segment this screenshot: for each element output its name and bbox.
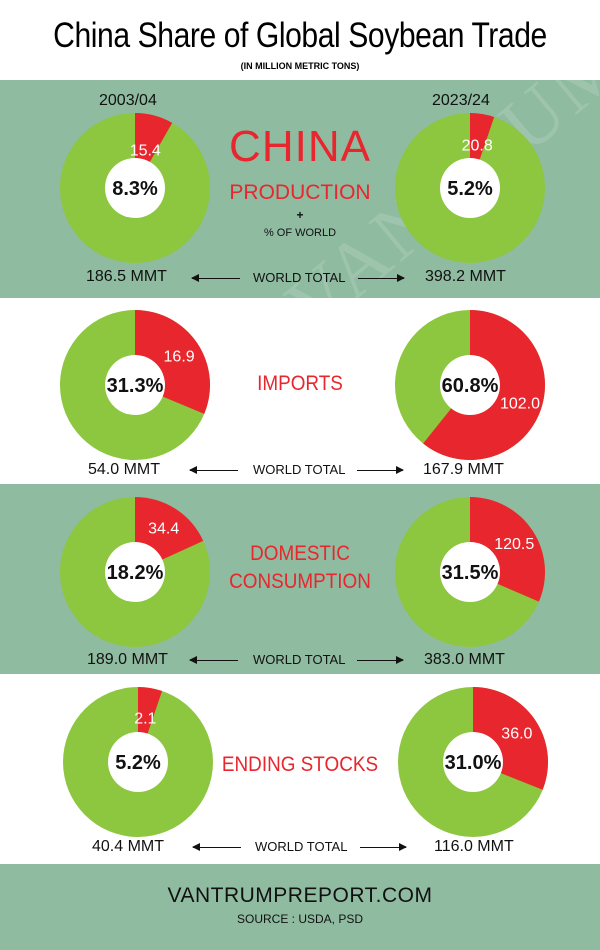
value-label-ending-stocks-2023-24: 36.0: [501, 725, 532, 742]
pie-hole-domestic-consumption-2023-24: [440, 542, 500, 602]
production-left-total: 186.5 MMT: [86, 268, 167, 285]
imports-left-total: 54.0 MMT: [88, 461, 161, 478]
share-label-imports-2023-24: 60.8%: [442, 375, 499, 397]
year-right: 2023/24: [432, 92, 490, 109]
value-label-domestic-consumption-2023-24: 120.5: [494, 536, 534, 553]
footer-website[interactable]: VANTRUMPREPORT.COM: [167, 884, 433, 907]
stocks-left-total: 40.4 MMT: [92, 838, 165, 855]
world-total-label: WORLD TOTAL: [253, 652, 346, 667]
share-label-domestic-consumption-2003-04: 18.2%: [107, 562, 164, 584]
arrow-left: [189, 656, 238, 664]
value-label-ending-stocks-2003-04: 2.1: [134, 711, 156, 728]
production-label: PRODUCTION: [229, 181, 371, 204]
footer-source: SOURCE : USDA, PSD: [236, 912, 364, 926]
share-label-production-2003-04: 8.3%: [112, 178, 158, 200]
arrow-right: [357, 656, 404, 664]
year-left: 2003/04: [99, 92, 157, 109]
world-total-label: WORLD TOTAL: [255, 839, 348, 854]
value-label-production-2003-04: 15.4: [130, 142, 161, 159]
value-label-imports-2023-24: 102.0: [500, 396, 540, 413]
arrow-right: [357, 466, 404, 474]
share-label-ending-stocks-2023-24: 31.0%: [445, 752, 502, 774]
arrow-left: [192, 843, 241, 851]
pie-hole-production-2003-04: [105, 158, 165, 218]
share-label-imports-2003-04: 31.3%: [107, 375, 164, 397]
arrow-left: [191, 274, 240, 282]
china-heading: CHINA: [229, 122, 371, 171]
pie-hole-imports-2003-04: [105, 355, 165, 415]
value-label-production-2023-24: 20.8: [462, 138, 493, 155]
pie-hole-ending-stocks-2003-04: [108, 732, 168, 792]
world-total-label: WORLD TOTAL: [253, 462, 346, 477]
pct-of-world-label: % OF WORLD: [263, 227, 337, 239]
plus-sign: +: [296, 208, 304, 222]
consumption-right-total: 383.0 MMT: [424, 651, 505, 668]
chart-subtitle: (IN MILLION METRIC TONS): [240, 61, 360, 71]
share-label-production-2023-24: 5.2%: [447, 178, 493, 200]
consumption-label-line2: CONSUMPTION: [229, 570, 371, 593]
production-right-total: 398.2 MMT: [425, 268, 506, 285]
arrow-right: [358, 274, 405, 282]
arrow-right: [360, 843, 407, 851]
arrow-left: [189, 466, 238, 474]
pie-hole-ending-stocks-2023-24: [443, 732, 503, 792]
share-label-domestic-consumption-2023-24: 31.5%: [442, 562, 499, 584]
world-total-label: WORLD TOTAL: [253, 270, 346, 285]
chart-title: China Share of Global Soybean Trade: [53, 16, 547, 55]
imports-right-total: 167.9 MMT: [423, 461, 504, 478]
pie-hole-domestic-consumption-2003-04: [105, 542, 165, 602]
value-label-domestic-consumption-2003-04: 34.4: [148, 520, 179, 537]
consumption-left-total: 189.0 MMT: [87, 651, 168, 668]
share-label-ending-stocks-2003-04: 5.2%: [115, 752, 161, 774]
footer-band: [0, 864, 600, 950]
value-label-imports-2003-04: 16.9: [164, 349, 195, 366]
stocks-right-total: 116.0 MMT: [434, 838, 514, 855]
pie-hole-imports-2023-24: [440, 355, 500, 415]
pie-hole-production-2023-24: [440, 158, 500, 218]
imports-label: IMPORTS: [257, 372, 343, 395]
ending-stocks-label: ENDING STOCKS: [221, 753, 379, 776]
consumption-label-line1: DOMESTIC: [250, 542, 350, 565]
